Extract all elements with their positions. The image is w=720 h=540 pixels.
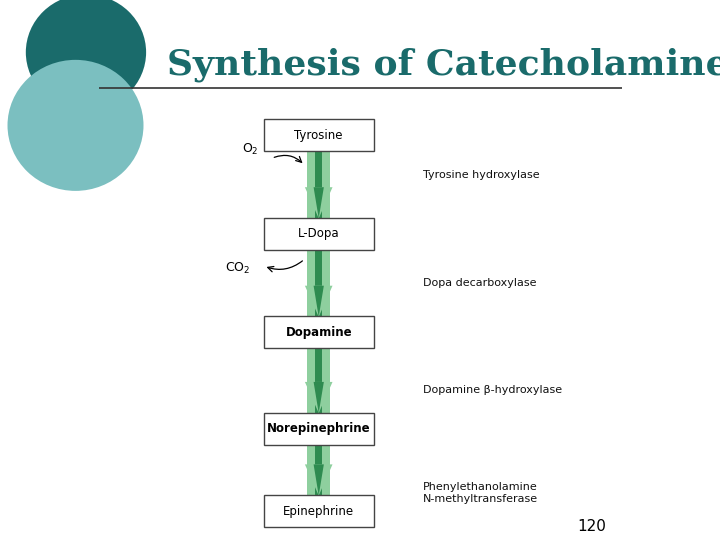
Bar [307,122,330,525]
Text: Phenylethanolamine
N-methyltransferase: Phenylethanolamine N-methyltransferase [423,482,539,504]
Circle shape [7,60,143,191]
FancyBboxPatch shape [264,119,374,152]
Text: Tyrosine: Tyrosine [294,129,343,142]
Polygon shape [305,464,333,496]
Polygon shape [305,382,333,413]
Text: CO$_2$: CO$_2$ [225,261,251,276]
Text: Dopamine β-hydroxylase: Dopamine β-hydroxylase [423,385,562,395]
Polygon shape [314,464,324,496]
Polygon shape [305,286,333,317]
Circle shape [26,0,146,110]
Text: Epinephrine: Epinephrine [283,504,354,518]
Text: 120: 120 [577,518,606,534]
Text: Norepinephrine: Norepinephrine [267,422,371,435]
Text: Synthesis of Catecholamines: Synthesis of Catecholamines [167,48,720,82]
Text: L-Dopa: L-Dopa [298,227,340,240]
Text: Dopa decarboxylase: Dopa decarboxylase [423,278,537,288]
FancyBboxPatch shape [264,413,374,445]
Text: Dopamine: Dopamine [285,326,352,339]
Bar [315,122,323,525]
Polygon shape [314,382,324,413]
FancyBboxPatch shape [264,495,374,527]
Text: Tyrosine hydroxylase: Tyrosine hydroxylase [423,170,540,180]
Polygon shape [314,286,324,317]
Polygon shape [305,187,333,218]
FancyBboxPatch shape [264,316,374,348]
FancyBboxPatch shape [264,218,374,250]
Text: O$_2$: O$_2$ [243,141,259,157]
Polygon shape [314,187,324,218]
